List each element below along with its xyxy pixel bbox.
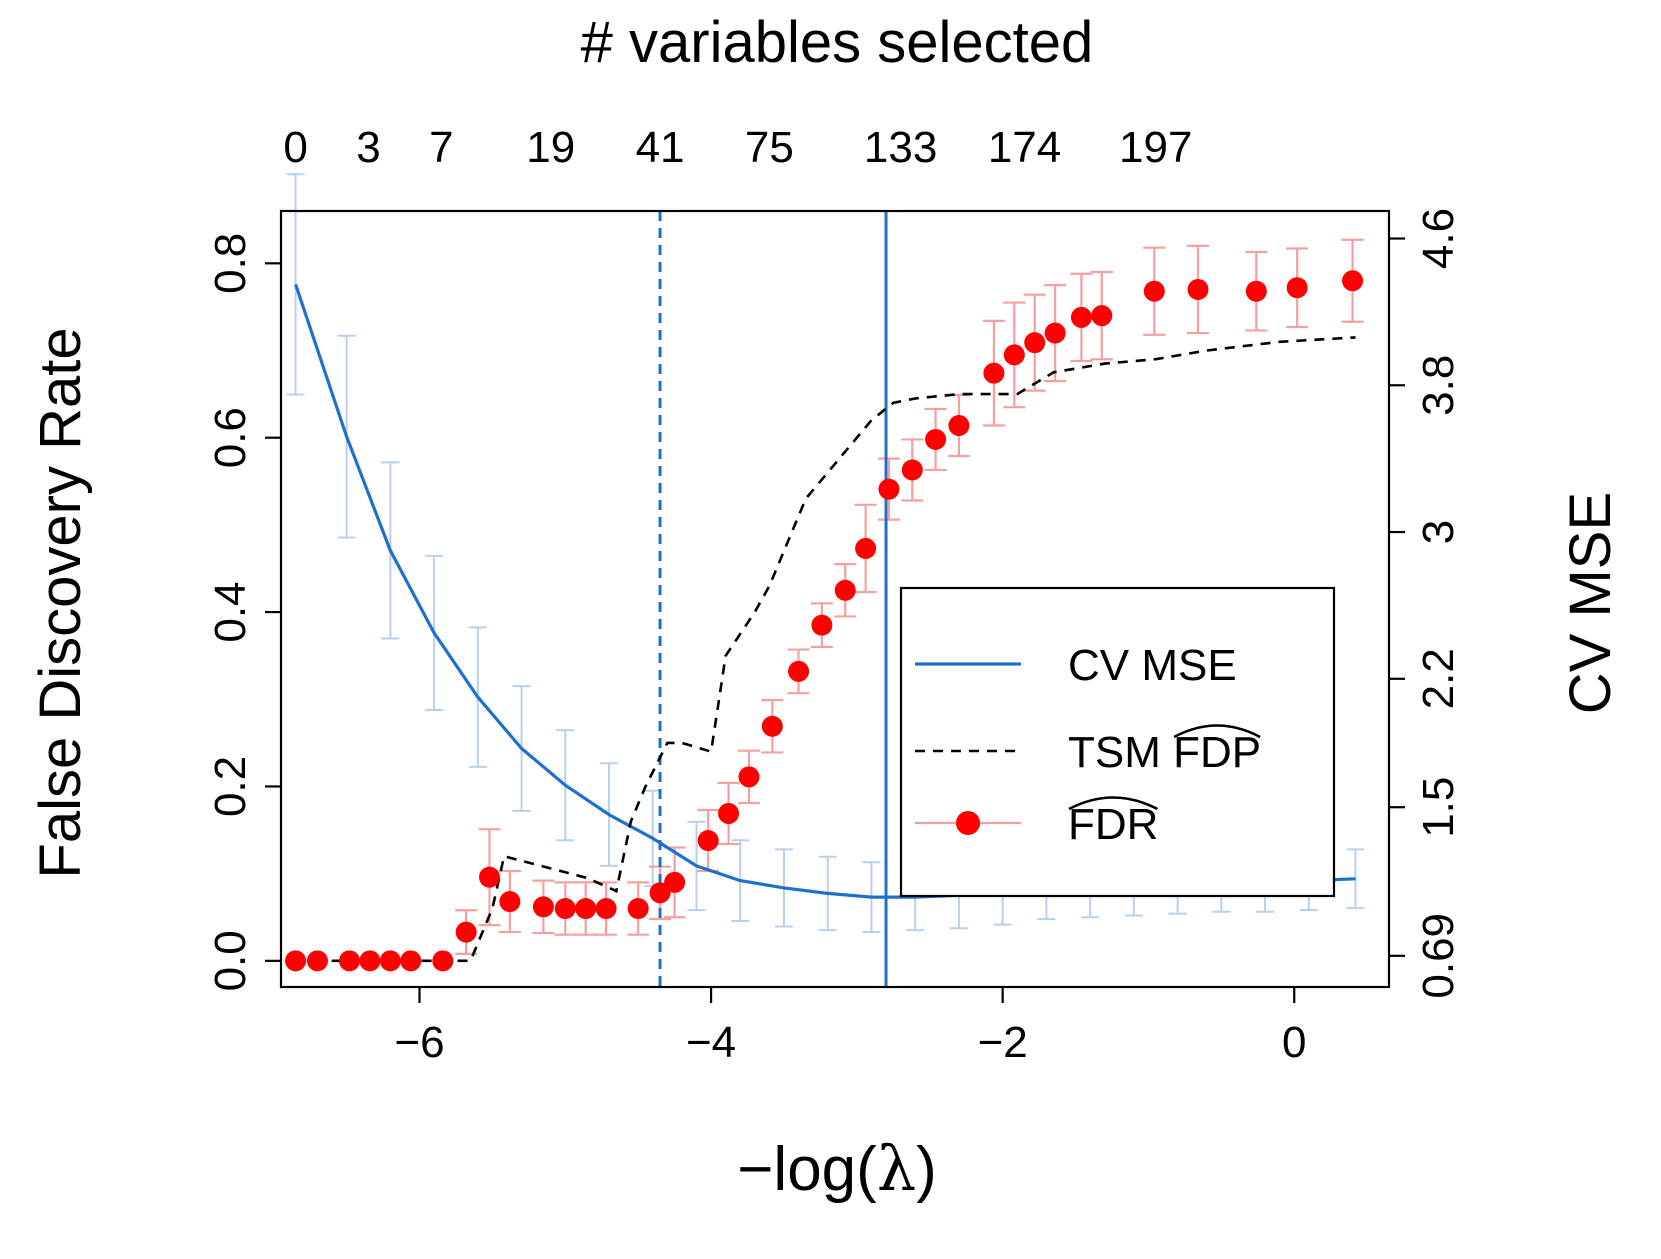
fdr-point: [432, 950, 454, 972]
top-tick-label: 197: [1119, 123, 1192, 172]
fdr-point: [1024, 332, 1046, 354]
fdr-point: [455, 921, 477, 943]
top-tick-label: 174: [988, 123, 1061, 172]
tsm-fdp-line: [295, 336, 1356, 963]
legend: CV MSE TSM FDP FDR: [899, 586, 1336, 898]
top-tick-label: 0: [283, 123, 307, 172]
fdr-point: [575, 898, 597, 920]
fdr-point: [925, 428, 947, 450]
fdr-point: [379, 950, 401, 972]
y-tick-label: 0.4: [206, 581, 255, 642]
axes: −6 −4 −2 00 3 7 19 41 75 133 174 1970.00.20.40.60.8…: [206, 123, 1463, 1067]
fdr-point: [285, 950, 307, 972]
fdr-point: [697, 830, 719, 852]
fdr-point: [811, 614, 833, 636]
fdr-point: [664, 871, 686, 893]
y-tick-label: 0.8: [206, 233, 255, 294]
y2-axis-title: CV MSE: [1558, 492, 1623, 714]
fdr-point: [649, 882, 671, 904]
plot-frame: [279, 209, 1391, 989]
fdr-point: [1245, 280, 1267, 302]
top-axis-title: # variables selected: [581, 10, 1094, 75]
top-tick-label: 75: [745, 123, 794, 172]
legend-fdr-swatch-point: [956, 811, 980, 835]
y2-tick-label: 3.8: [1414, 355, 1463, 416]
fdr-point: [1044, 322, 1066, 344]
fdr-point: [1003, 344, 1025, 366]
fdr-point: [878, 478, 900, 500]
fdr-point: [738, 766, 760, 788]
fdr-point: [359, 950, 381, 972]
fdr-point: [983, 362, 1005, 384]
fdr-point: [499, 891, 521, 913]
y2-tick-label: 2.2: [1414, 648, 1463, 709]
fdr-point: [761, 715, 783, 737]
fdr-point: [1187, 278, 1209, 300]
fdr-point: [532, 896, 554, 918]
y-tick-label: 0.0: [206, 930, 255, 991]
fdr-point: [901, 459, 923, 481]
y-tick-label: 0.6: [206, 407, 255, 468]
fdr-point: [306, 950, 328, 972]
legend-label-cv: CV MSE: [1068, 641, 1237, 690]
fdr-point: [339, 950, 361, 972]
fdr-point: [788, 660, 810, 682]
y2-tick-label: 3: [1414, 520, 1463, 544]
top-tick-label: 3: [356, 123, 380, 172]
fdr-point: [1342, 270, 1364, 292]
legend-hat-accent: [1173, 724, 1261, 739]
x-axis-title: −log(λ): [737, 1132, 937, 1205]
fdr-point: [478, 866, 500, 888]
legend-hat-accent: [1068, 796, 1159, 811]
x-tick-label: −6: [394, 1018, 444, 1067]
fdr-point: [554, 898, 576, 920]
x-tick-label: −2: [978, 1018, 1028, 1067]
fdr-point: [834, 579, 856, 601]
legend-box: [899, 586, 1336, 898]
x-tick-label: 0: [1282, 1018, 1306, 1067]
fdr-point: [595, 898, 617, 920]
y2-tick-label: 1.5: [1414, 777, 1463, 838]
y-tick-label: 0.2: [206, 756, 255, 817]
x-tick-label: −4: [686, 1018, 736, 1067]
fdr-point: [1143, 280, 1165, 302]
fdr-point: [400, 950, 422, 972]
fdr-point: [1091, 305, 1113, 327]
top-tick-label: 41: [636, 123, 685, 172]
fdr-point: [855, 537, 877, 559]
fdr-point: [1286, 277, 1308, 299]
top-tick-label: 19: [526, 123, 575, 172]
y2-tick-label: 0.69: [1414, 913, 1463, 999]
fdr-point: [948, 414, 970, 436]
legend-label-tsm: TSM FDP: [1068, 728, 1261, 777]
top-tick-label: 7: [429, 123, 453, 172]
fdr-point: [1070, 306, 1092, 328]
top-tick-label: 133: [864, 123, 937, 172]
legend-label-fdr: FDR: [1068, 800, 1158, 849]
fdr-point: [718, 802, 740, 824]
plot-area: [285, 173, 1365, 987]
y2-tick-label: 4.6: [1414, 208, 1463, 269]
fdr-point: [627, 898, 649, 920]
y-axis-title: False Discovery Rate: [28, 327, 93, 878]
